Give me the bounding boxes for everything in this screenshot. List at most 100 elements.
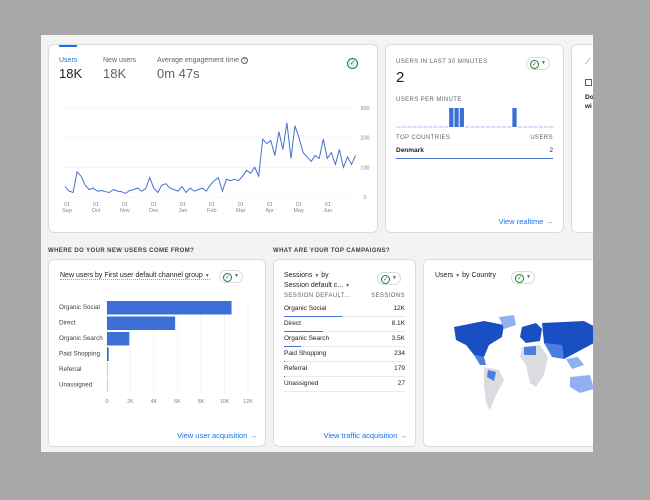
overview-card: Users 18K New users 18K Average engageme… [48, 44, 378, 233]
view-user-acquisition-link[interactable]: View user acquisition → [177, 431, 257, 440]
help-circle-icon[interactable]: ? [240, 57, 248, 64]
realtime-card: USERS IN LAST 30 MINUTES 2 ✓ ▼ USERS PER … [385, 44, 564, 233]
map-africa-part [524, 346, 536, 355]
y-tick-label: 100 [360, 165, 369, 171]
dimension-selector[interactable]: Users ▼ by Country [435, 272, 496, 279]
x-tick-label: 01 Mar [236, 202, 246, 214]
x-tick-label: 01 Sep [62, 202, 72, 214]
table-row[interactable]: Organic Social 12K [284, 302, 405, 317]
y-tick-label: 200 [360, 136, 369, 142]
users-line-chart: 0 100 200 300 01 Sep 01 Oct 01 Nov 01 Dec 01 Jan 01 Feb… [61, 106, 370, 214]
table-header: SESSIONS [371, 293, 405, 299]
trend-icon: ⟋ [585, 57, 591, 66]
country-name: Denmark [396, 147, 424, 154]
metric-label: Average engagement time [157, 57, 239, 64]
channel-name: Referral [284, 365, 308, 372]
insights-card: ⟋ Do wi [571, 44, 593, 233]
channel-name: Direct [284, 320, 301, 327]
x-tick-label: 2K [127, 399, 134, 405]
channel-name: Unassigned [284, 380, 319, 387]
bar-paid-shopping [107, 347, 109, 361]
view-traffic-acquisition-link[interactable]: View traffic acquisition → [323, 431, 407, 440]
country-users: 2 [549, 147, 553, 154]
view-realtime-link[interactable]: View realtime → [498, 217, 553, 226]
x-tick-label: 6K [174, 399, 181, 405]
chevron-down-icon: ▼ [204, 273, 210, 279]
check-icon[interactable]: ✓ [347, 58, 358, 69]
world-map [454, 315, 593, 410]
x-tick-label: 01 Jan [178, 202, 187, 214]
x-tick-label: 01 Dec [149, 202, 159, 214]
table-header-country: TOP COUNTRIES [396, 135, 451, 141]
share-bar [284, 330, 324, 332]
sessions-value: 12K [393, 305, 405, 312]
metric-engagement[interactable]: Average engagement time ? 0m 47s [157, 57, 248, 81]
map-asia-part [544, 343, 564, 359]
per-minute-label: USERS PER MINUTE [396, 97, 462, 103]
x-tick-label: 01 Nov [120, 202, 130, 214]
category-label: Unassigned [59, 382, 93, 389]
dimension-selector[interactable]: Sessions ▼ by Session default c... ▼ [284, 272, 351, 289]
active-tab-indicator [59, 45, 77, 47]
category-label: Organic Social [59, 304, 100, 311]
share-bar [284, 375, 285, 377]
metric-value: 18K [103, 66, 127, 81]
realtime-value: 2 [396, 69, 405, 86]
compare-button[interactable]: ✓ ▼ [526, 57, 550, 70]
map-south-america-part [487, 370, 496, 381]
bar-direct [107, 316, 176, 330]
compare-button[interactable]: ✓ ▼ [219, 270, 243, 283]
minute-bar [449, 108, 454, 127]
map-greenland [499, 315, 516, 329]
table-row[interactable]: Organic Search 3.5K [284, 332, 405, 347]
sessions-value: 179 [394, 365, 405, 372]
bar-organic-social [107, 301, 232, 315]
check-icon: ✓ [223, 272, 232, 282]
table-row[interactable]: Direct 8.1K [284, 317, 405, 332]
compare-button[interactable]: ✓ ▼ [377, 272, 401, 285]
x-tick-label: 01 Oct [92, 202, 101, 214]
metric-new-users[interactable]: New users 18K [103, 57, 136, 81]
metric-users[interactable]: Users 18K [59, 57, 82, 81]
insight-icon [585, 79, 592, 86]
x-tick-label: 01 Jun [323, 202, 332, 214]
metric-label: New users [103, 57, 137, 64]
x-tick-label: 12K [243, 399, 253, 405]
dimension-selector[interactable]: New users by First user default channel … [60, 272, 210, 280]
x-tick-label: 0 [105, 399, 108, 405]
table-row[interactable]: Referral 179 [284, 362, 405, 377]
category-label: Paid Shopping [59, 351, 100, 358]
share-bar [284, 345, 301, 347]
x-tick-label: 01 Feb [207, 202, 216, 214]
x-tick-label: 10K [220, 399, 230, 405]
chevron-down-icon: ▼ [541, 60, 546, 66]
map-australia [570, 375, 593, 393]
check-icon: ✓ [381, 274, 390, 284]
check-icon: ✓ [530, 59, 539, 69]
bar-organic-search [107, 332, 130, 346]
sessions-value: 8.1K [391, 320, 405, 327]
check-icon: ✓ [515, 273, 524, 283]
share-bar [284, 315, 343, 317]
table-row[interactable]: Denmark 2 [396, 144, 553, 159]
x-tick-label: 01 Apr [265, 202, 274, 214]
x-tick-label: 01 May [293, 202, 304, 214]
map-north-america [454, 321, 504, 357]
table-header: SESSION DEFAULT... [284, 293, 351, 299]
y-tick-label: 0 [363, 195, 366, 201]
table-row[interactable]: Paid Shopping 234 [284, 347, 405, 362]
metric-value: 0m 47s [157, 66, 200, 81]
sessions-value: 27 [397, 380, 405, 387]
map-central-america [474, 355, 486, 365]
section-title: WHAT ARE YOUR TOP CAMPAIGNS? [273, 248, 391, 254]
category-label: Direct [59, 320, 76, 327]
chevron-down-icon: ▼ [392, 275, 397, 281]
share-bar [284, 360, 286, 362]
channel-name: Organic Social [284, 305, 327, 312]
compare-button[interactable]: ✓ ▼ [511, 271, 535, 284]
insight-text: wi [585, 103, 592, 110]
map-asia [542, 321, 593, 359]
table-row[interactable]: Unassigned 27 [284, 377, 405, 392]
dashboard: Users 18K New users 18K Average engageme… [41, 35, 593, 452]
country-card: Users ▼ by Country ✓ ▼ [423, 259, 593, 447]
